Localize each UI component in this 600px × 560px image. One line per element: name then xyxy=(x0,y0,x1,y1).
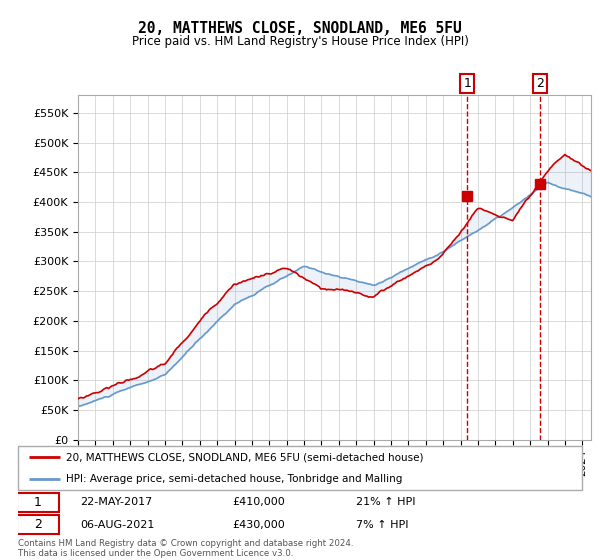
Text: 20, MATTHEWS CLOSE, SNODLAND, ME6 5FU (semi-detached house): 20, MATTHEWS CLOSE, SNODLAND, ME6 5FU (s… xyxy=(66,452,424,462)
FancyBboxPatch shape xyxy=(18,446,582,490)
Text: £410,000: £410,000 xyxy=(232,497,285,507)
Text: 06-AUG-2021: 06-AUG-2021 xyxy=(80,520,154,530)
Text: 22-MAY-2017: 22-MAY-2017 xyxy=(80,497,152,507)
Text: 1: 1 xyxy=(463,77,471,90)
Text: 7% ↑ HPI: 7% ↑ HPI xyxy=(356,520,409,530)
Text: 2: 2 xyxy=(34,518,41,531)
Text: 2: 2 xyxy=(536,77,544,90)
Text: 21% ↑ HPI: 21% ↑ HPI xyxy=(356,497,416,507)
Text: 20, MATTHEWS CLOSE, SNODLAND, ME6 5FU: 20, MATTHEWS CLOSE, SNODLAND, ME6 5FU xyxy=(138,21,462,36)
Text: £430,000: £430,000 xyxy=(232,520,285,530)
Text: Price paid vs. HM Land Registry's House Price Index (HPI): Price paid vs. HM Land Registry's House … xyxy=(131,35,469,48)
FancyBboxPatch shape xyxy=(17,493,59,512)
Text: HPI: Average price, semi-detached house, Tonbridge and Malling: HPI: Average price, semi-detached house,… xyxy=(66,474,403,484)
Text: 1: 1 xyxy=(34,496,41,509)
Text: Contains HM Land Registry data © Crown copyright and database right 2024.
This d: Contains HM Land Registry data © Crown c… xyxy=(18,539,353,558)
FancyBboxPatch shape xyxy=(17,515,59,534)
